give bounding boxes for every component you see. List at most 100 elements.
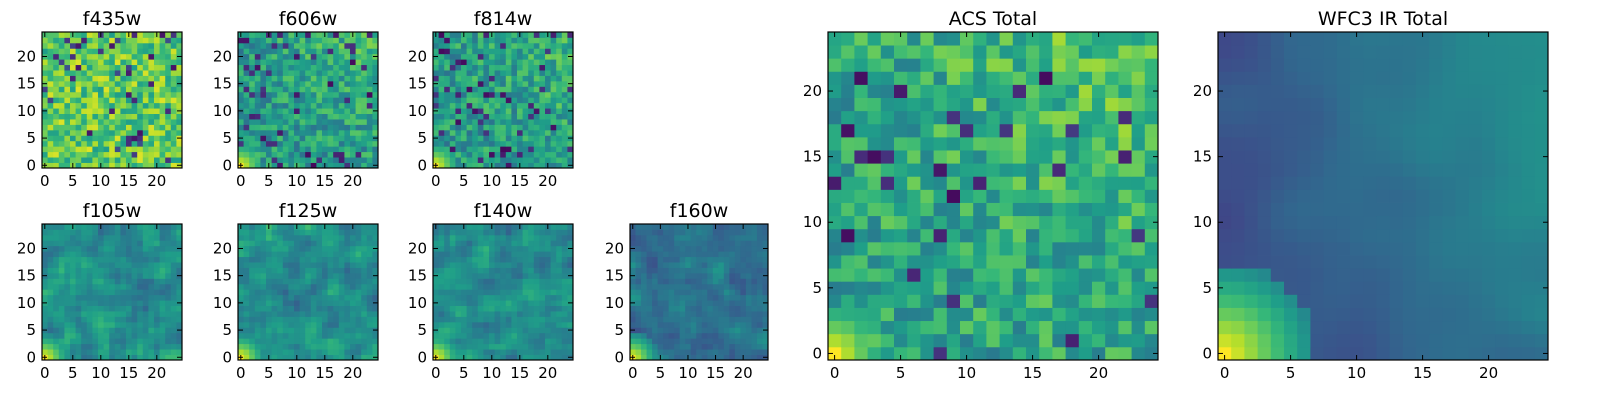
heatmap-cell xyxy=(266,80,272,87)
heatmap-cell xyxy=(310,316,317,323)
heatmap-cell xyxy=(92,240,99,247)
heatmap-cell xyxy=(449,86,456,93)
heatmap-cell xyxy=(109,343,116,350)
heatmap-cell xyxy=(663,267,670,274)
heatmap-cell xyxy=(828,176,842,190)
heatmap-cell xyxy=(243,332,250,339)
heatmap-cell xyxy=(305,283,312,290)
heatmap-cell xyxy=(58,256,65,263)
heatmap-cell xyxy=(327,240,334,247)
heatmap-cell xyxy=(47,37,54,44)
heatmap-cell xyxy=(867,268,882,282)
heatmap-cell xyxy=(64,119,71,125)
heatmap-cell xyxy=(641,240,647,247)
heatmap-cell xyxy=(260,146,267,153)
heatmap-cell xyxy=(75,289,82,296)
heatmap-cell xyxy=(316,113,323,120)
heatmap-cell xyxy=(455,251,462,258)
heatmap-cell xyxy=(350,240,356,247)
heatmap-cell xyxy=(438,229,445,236)
heatmap-cell xyxy=(657,338,664,345)
heatmap-cell xyxy=(641,278,647,285)
heatmap-cell xyxy=(539,256,546,263)
heatmap-cell xyxy=(472,354,479,361)
heatmap-cell xyxy=(58,48,65,55)
heatmap-cell xyxy=(745,343,752,350)
heatmap-cell xyxy=(1039,241,1053,256)
heatmap-cell xyxy=(361,86,368,93)
heatmap-cell xyxy=(745,289,752,296)
heatmap-cell xyxy=(723,267,730,274)
heatmap-cell xyxy=(1078,320,1093,335)
heatmap-cell xyxy=(327,70,334,76)
heatmap-cell xyxy=(310,70,317,76)
heatmap-cell xyxy=(142,108,149,114)
heatmap-cell xyxy=(333,245,340,252)
heatmap-cell xyxy=(444,343,451,350)
heatmap-cell xyxy=(322,157,328,163)
heatmap-cell xyxy=(47,245,54,252)
heatmap-cell xyxy=(70,157,76,163)
heatmap-cell xyxy=(690,321,697,328)
heatmap-cell xyxy=(522,305,529,312)
heatmap-cell xyxy=(641,343,647,350)
heatmap-cell xyxy=(494,300,501,306)
heatmap-cell xyxy=(131,53,138,60)
heatmap-cell xyxy=(528,151,535,158)
heatmap-cell xyxy=(880,320,895,335)
heatmap-cell xyxy=(545,146,551,153)
heatmap-cell xyxy=(176,224,183,230)
heatmap-cell xyxy=(299,59,306,66)
heatmap-cell xyxy=(288,146,295,153)
heatmap-cell xyxy=(81,86,88,93)
heatmap-cell xyxy=(277,224,284,230)
heatmap-cell xyxy=(176,349,183,355)
heatmap-cell xyxy=(47,102,54,109)
heatmap-cell xyxy=(288,289,295,296)
heatmap-cell xyxy=(103,32,110,38)
heatmap-cell xyxy=(477,354,484,361)
heatmap-cell xyxy=(500,262,507,268)
heatmap-cell xyxy=(550,146,557,153)
heatmap-cell xyxy=(126,316,132,323)
heatmap-cell xyxy=(545,278,551,285)
heatmap-cell xyxy=(533,113,540,120)
heatmap-cell xyxy=(53,338,60,345)
heatmap-cell xyxy=(372,321,379,328)
heatmap-cell xyxy=(154,64,160,71)
heatmap-cell xyxy=(305,59,312,66)
heatmap-cell xyxy=(461,151,467,158)
heatmap-cell xyxy=(751,245,758,252)
heatmap-cell xyxy=(751,321,758,328)
heatmap-cell xyxy=(103,224,110,230)
heatmap-cell xyxy=(854,228,868,243)
heatmap-cell xyxy=(260,32,267,38)
heatmap-cell xyxy=(294,140,300,147)
heatmap-cell xyxy=(762,256,769,263)
heatmap-cell xyxy=(528,267,535,274)
heatmap-cell xyxy=(109,262,116,268)
heatmap-cell xyxy=(92,70,99,76)
heatmap-cell xyxy=(472,86,479,93)
heatmap-cell xyxy=(266,245,272,252)
heatmap-cell xyxy=(477,37,484,44)
heatmap-cell xyxy=(81,283,88,290)
heatmap-cell xyxy=(561,321,568,328)
heatmap-cell xyxy=(756,354,763,361)
heatmap-cell xyxy=(511,267,518,274)
heatmap-cell xyxy=(567,294,574,301)
heatmap-cell xyxy=(266,289,272,296)
x-tick-label: 20 xyxy=(147,364,166,382)
heatmap-cell xyxy=(109,129,116,136)
heatmap-cell xyxy=(545,119,551,125)
heatmap-cell xyxy=(477,102,484,109)
heatmap-cell xyxy=(361,321,368,328)
heatmap-cell xyxy=(271,251,278,258)
heatmap-cell xyxy=(142,234,149,241)
heatmap-cell xyxy=(522,91,529,98)
heatmap-cell xyxy=(333,316,340,323)
heatmap-cell xyxy=(249,245,256,252)
heatmap-cell xyxy=(920,150,934,164)
heatmap-cell xyxy=(366,294,373,301)
